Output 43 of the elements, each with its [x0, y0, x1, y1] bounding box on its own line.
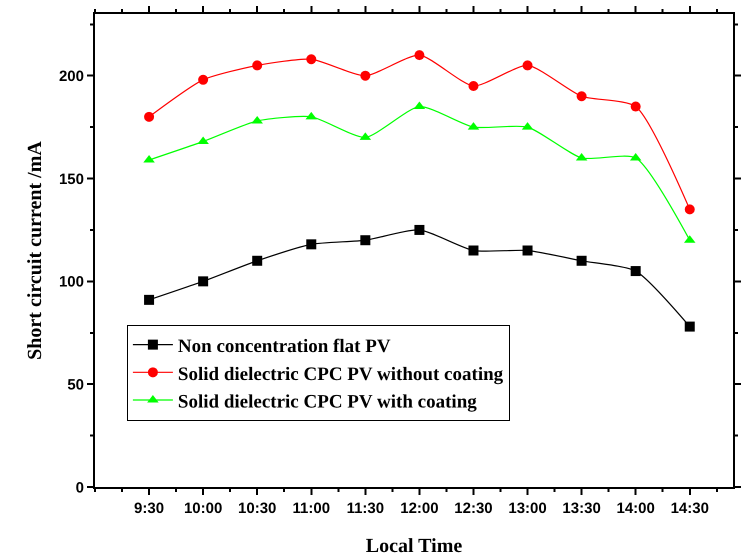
x-tick-label: 12:00 — [400, 500, 439, 517]
point — [198, 74, 208, 85]
point — [414, 224, 424, 235]
point — [522, 246, 533, 256]
point — [522, 60, 533, 70]
point — [198, 276, 208, 286]
x-tick-label: 12:30 — [454, 500, 493, 517]
point — [468, 80, 478, 91]
x-tick-label: 13:30 — [562, 500, 601, 517]
y-tick-label: 0 — [76, 479, 84, 496]
point — [252, 60, 262, 70]
point — [576, 91, 587, 102]
x-tick-label: 10:00 — [184, 500, 222, 517]
x-tick-label: 10:30 — [238, 500, 276, 517]
x-tick-label: 14:30 — [670, 500, 709, 517]
point — [630, 266, 641, 276]
x-tick-label: 11:30 — [346, 500, 384, 517]
point — [144, 294, 154, 305]
x-tick-label: 14:00 — [616, 500, 655, 517]
point — [576, 256, 587, 266]
point — [252, 256, 262, 266]
legend-label: Solid dielectric CPC PV with coating — [178, 391, 478, 412]
legend-label: Non concentration flat PV — [178, 336, 391, 358]
point — [684, 204, 695, 214]
point — [414, 50, 424, 60]
point — [360, 70, 370, 81]
legend-label: Solid dielectric CPC PV without coating — [178, 364, 504, 385]
x-tick-label: 9:30 — [134, 500, 164, 517]
y-axis-title: Short circuit current /mA — [24, 140, 46, 360]
point — [360, 235, 370, 246]
y-tick-label: 200 — [58, 68, 84, 85]
point — [468, 246, 478, 256]
point — [306, 239, 316, 250]
x-axis-title: Local Time — [366, 535, 462, 557]
y-tick-label: 150 — [58, 170, 84, 188]
x-tick-label: 11:00 — [292, 500, 330, 517]
point — [630, 102, 641, 112]
point — [144, 112, 154, 122]
point — [684, 322, 695, 332]
y-tick-label: 100 — [58, 274, 84, 291]
x-tick-label: 13:00 — [508, 500, 547, 517]
point — [306, 54, 316, 64]
y-tick-label: 50 — [67, 376, 84, 394]
